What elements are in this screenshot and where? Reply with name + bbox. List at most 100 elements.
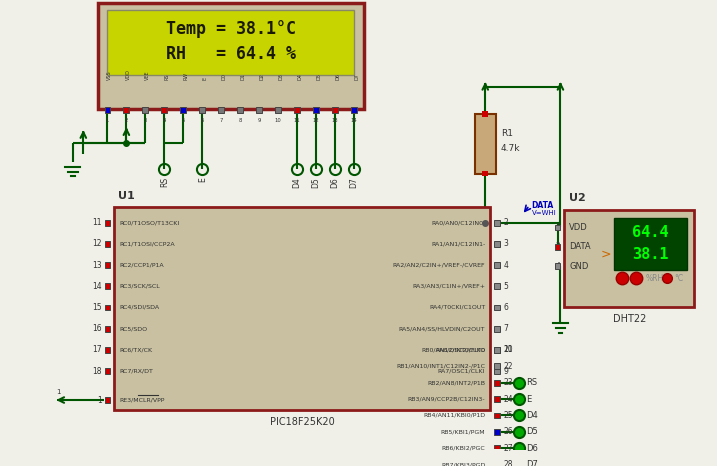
Text: D7: D7 bbox=[526, 460, 538, 466]
Bar bbox=[494, 380, 500, 385]
Bar bbox=[494, 326, 500, 332]
Text: RB1/AN10/INT1/C12IN2-/P1C: RB1/AN10/INT1/C12IN2-/P1C bbox=[397, 364, 485, 369]
Text: U1: U1 bbox=[118, 192, 135, 201]
Text: RB7/KBI3/PGD: RB7/KBI3/PGD bbox=[441, 462, 485, 466]
Bar bbox=[123, 107, 129, 113]
Text: 2: 2 bbox=[125, 117, 128, 123]
Bar bbox=[199, 107, 205, 113]
Text: 4: 4 bbox=[503, 260, 508, 269]
Text: RA4/T0CKI/C1OUT: RA4/T0CKI/C1OUT bbox=[429, 305, 485, 310]
Bar bbox=[108, 10, 354, 75]
Text: RA6/OSC2/CLKO: RA6/OSC2/CLKO bbox=[435, 347, 485, 352]
Text: 9: 9 bbox=[257, 117, 261, 123]
Text: D4: D4 bbox=[293, 178, 302, 188]
Bar bbox=[494, 262, 500, 268]
Text: 28: 28 bbox=[503, 460, 513, 466]
Text: 13: 13 bbox=[92, 260, 102, 269]
Text: VEE: VEE bbox=[146, 70, 151, 80]
Text: 9: 9 bbox=[503, 367, 508, 376]
Text: 8: 8 bbox=[239, 117, 242, 123]
Text: RC7/RX/DT: RC7/RX/DT bbox=[119, 369, 153, 374]
Text: D6: D6 bbox=[331, 178, 340, 188]
Text: 4: 4 bbox=[163, 117, 166, 123]
Bar bbox=[237, 107, 243, 113]
Bar bbox=[332, 107, 338, 113]
Text: RC6/TX/CK: RC6/TX/CK bbox=[119, 347, 152, 352]
Text: RC2/CCP1/P1A: RC2/CCP1/P1A bbox=[119, 262, 163, 267]
Text: 26: 26 bbox=[503, 427, 513, 436]
Bar bbox=[105, 305, 110, 310]
Text: GND: GND bbox=[569, 261, 589, 271]
Bar bbox=[494, 305, 500, 310]
Bar bbox=[494, 445, 500, 451]
Text: RA5/AN4/SS/HLVDIN/C2OUT: RA5/AN4/SS/HLVDIN/C2OUT bbox=[399, 326, 485, 331]
Bar bbox=[143, 107, 148, 113]
Text: 18: 18 bbox=[92, 367, 102, 376]
Text: V=WHI: V=WHI bbox=[531, 210, 556, 216]
Bar bbox=[161, 107, 167, 113]
Text: RC1/T1OSI/CCP2A: RC1/T1OSI/CCP2A bbox=[119, 241, 175, 247]
Text: 1: 1 bbox=[97, 396, 102, 404]
Text: RS: RS bbox=[526, 378, 537, 387]
Bar bbox=[555, 225, 561, 230]
Bar bbox=[564, 210, 695, 307]
Text: RA7/OSC1/CLKI: RA7/OSC1/CLKI bbox=[438, 369, 485, 374]
Bar bbox=[494, 412, 500, 418]
Text: 12: 12 bbox=[313, 117, 320, 123]
Text: RB2/AN8/INT2/P1B: RB2/AN8/INT2/P1B bbox=[427, 380, 485, 385]
Bar bbox=[494, 368, 500, 374]
Text: 13: 13 bbox=[332, 117, 338, 123]
Text: RA3/AN3/C1IN+/VREF+: RA3/AN3/C1IN+/VREF+ bbox=[412, 284, 485, 289]
Text: 10: 10 bbox=[275, 117, 282, 123]
Text: 24: 24 bbox=[503, 395, 513, 404]
Text: 38.1: 38.1 bbox=[632, 247, 669, 262]
Text: 6: 6 bbox=[201, 117, 204, 123]
Text: RS: RS bbox=[160, 178, 168, 187]
Text: 5: 5 bbox=[181, 117, 185, 123]
Text: 11: 11 bbox=[294, 117, 300, 123]
Text: RB5/KBI1/PGM: RB5/KBI1/PGM bbox=[441, 429, 485, 434]
Bar bbox=[555, 244, 561, 250]
Text: DATA: DATA bbox=[531, 201, 554, 211]
Bar bbox=[494, 396, 500, 402]
Bar bbox=[351, 107, 357, 113]
Text: VDD: VDD bbox=[126, 69, 131, 80]
Text: VDD: VDD bbox=[569, 223, 588, 232]
Text: 17: 17 bbox=[92, 345, 102, 355]
Text: PIC18F25K20: PIC18F25K20 bbox=[270, 418, 335, 427]
Text: °C: °C bbox=[674, 274, 683, 283]
Text: 4: 4 bbox=[556, 261, 561, 271]
Text: >: > bbox=[601, 248, 611, 261]
Text: 1: 1 bbox=[105, 117, 109, 123]
Bar bbox=[105, 262, 110, 268]
Text: DHT22: DHT22 bbox=[612, 314, 646, 324]
Text: D6: D6 bbox=[526, 444, 538, 452]
Text: D0: D0 bbox=[222, 73, 227, 80]
Text: D4: D4 bbox=[298, 73, 303, 80]
Bar bbox=[105, 326, 110, 332]
Text: D2: D2 bbox=[260, 73, 265, 80]
Text: D4: D4 bbox=[526, 411, 538, 420]
Bar bbox=[219, 107, 224, 113]
Text: 15: 15 bbox=[92, 303, 102, 312]
Text: RA1/AN1/C12IN1-: RA1/AN1/C12IN1- bbox=[431, 241, 485, 247]
Bar bbox=[98, 3, 364, 109]
Bar bbox=[105, 368, 110, 374]
Text: 2: 2 bbox=[556, 242, 561, 251]
Bar bbox=[181, 107, 186, 113]
Bar bbox=[483, 111, 488, 116]
Text: RH   = 64.4 %: RH = 64.4 % bbox=[166, 45, 296, 63]
Bar bbox=[494, 220, 500, 226]
Text: D7: D7 bbox=[354, 73, 359, 80]
Text: RE3/MCLR/VPP: RE3/MCLR/VPP bbox=[119, 397, 164, 403]
Text: D7: D7 bbox=[350, 178, 358, 188]
Text: %RH: %RH bbox=[645, 274, 663, 283]
Text: RS: RS bbox=[164, 74, 169, 80]
Text: RA2/AN2/C2IN+/VREF-/CVREF: RA2/AN2/C2IN+/VREF-/CVREF bbox=[393, 262, 485, 267]
Text: 7: 7 bbox=[503, 324, 508, 333]
Text: RA0/AN0/C12IN0-: RA0/AN0/C12IN0- bbox=[431, 220, 485, 225]
Text: RC5/SDO: RC5/SDO bbox=[119, 326, 147, 331]
Bar bbox=[475, 114, 496, 173]
Text: 3: 3 bbox=[143, 117, 147, 123]
Text: Temp = 38.1°C: Temp = 38.1°C bbox=[166, 20, 296, 38]
